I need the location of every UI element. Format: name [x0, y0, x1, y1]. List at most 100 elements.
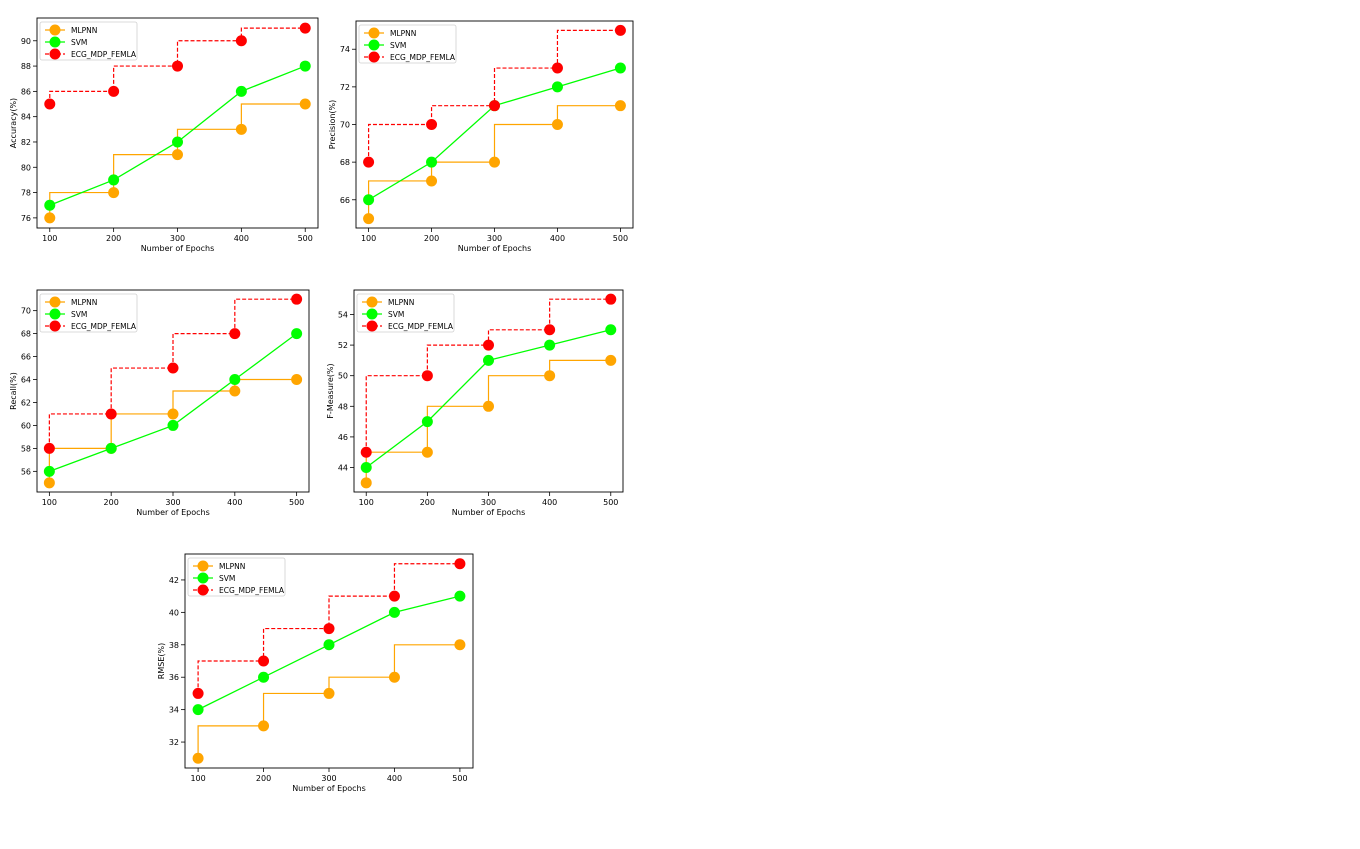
data-point — [614, 100, 626, 112]
legend-marker — [366, 296, 378, 308]
chart-rmse: 100 200 300 400 500 32 34 36 38 40 42 Number of Epo… — [157, 553, 474, 793]
data-point — [614, 24, 626, 36]
y-tick-label: 86 — [21, 87, 31, 96]
legend-label: ECG_MDP_FEMLA — [219, 586, 285, 595]
series-line — [365, 359, 611, 483]
y-tick-label: 70 — [340, 121, 350, 130]
y-axis-label: Recall(%) — [9, 372, 18, 410]
legend-marker — [49, 48, 61, 60]
data-point — [363, 156, 375, 168]
data-point — [192, 704, 204, 716]
data-point — [235, 123, 247, 135]
data-point — [551, 62, 563, 74]
data-point — [454, 590, 466, 602]
y-tick-label: 34 — [169, 706, 179, 715]
data-point — [421, 416, 433, 428]
data-point — [44, 98, 56, 110]
plot-frame — [355, 20, 634, 229]
legend — [356, 293, 455, 333]
series-ecg-mdp-femla — [44, 22, 311, 110]
data-point — [291, 328, 303, 340]
data-point — [299, 98, 311, 110]
data-point — [544, 324, 556, 336]
y-tick-label: 60 — [21, 421, 31, 430]
data-point — [235, 85, 247, 97]
chart-recall: 100 200 300 400 500 56 58 60 62 64 66 68 70 Number of… — [9, 289, 310, 517]
data-point — [483, 354, 494, 366]
series-ecg-mdp-femla — [43, 293, 303, 454]
data-point — [44, 212, 56, 224]
y-tick-label: 56 — [21, 467, 31, 476]
data-point — [235, 35, 247, 47]
y-tick-label: 48 — [338, 402, 348, 411]
chart-accuracy: 100 200 300 400 500 76 78 80 82 84 86 88 90 Number of… — [9, 17, 319, 253]
data-point — [360, 446, 372, 458]
plot-frame — [36, 17, 319, 229]
data-point — [167, 419, 179, 431]
data-point — [172, 149, 183, 161]
legend-label: ECG_MDP_FEMLA — [390, 53, 456, 62]
data-point — [454, 639, 466, 651]
data-point — [454, 558, 466, 570]
data-point — [363, 194, 375, 206]
plot-frame — [353, 289, 624, 493]
series-mlpnn — [360, 354, 617, 489]
series-line — [48, 298, 297, 449]
series-ecg-mdp-femla — [360, 293, 617, 458]
x-tick-label: 400 — [227, 498, 242, 507]
legend — [39, 21, 138, 61]
data-point — [421, 370, 433, 382]
data-point — [483, 339, 494, 351]
data-point — [544, 339, 556, 351]
x-tick-label: 500 — [298, 234, 313, 243]
y-tick-label: 90 — [21, 37, 31, 46]
chart-precision: 100 200 300 400 500 66 68 70 72 74 Number of Epoch… — [328, 20, 634, 253]
legend-label: MLPNN — [219, 562, 245, 571]
data-point — [544, 370, 556, 382]
y-tick-label: 62 — [21, 398, 31, 407]
data-point — [105, 408, 117, 420]
legend-label: SVM — [219, 574, 235, 583]
data-point — [192, 687, 204, 699]
series-svm — [44, 60, 311, 211]
y-tick-label: 38 — [169, 641, 179, 650]
x-tick-label: 100 — [42, 498, 57, 507]
data-point — [299, 22, 311, 34]
data-point — [43, 465, 55, 477]
x-tick-label: 300 — [481, 498, 496, 507]
y-tick-label: 82 — [21, 138, 31, 147]
y-tick-label: 80 — [21, 163, 31, 172]
x-axis-label: Number of Epochs — [458, 244, 532, 253]
chart-f-measure: 100 200 300 400 500 44 46 48 50 52 54 Number of Epo… — [326, 289, 624, 517]
y-tick-label: 76 — [21, 214, 31, 223]
x-tick-label: 400 — [542, 498, 557, 507]
data-point — [605, 324, 617, 336]
x-tick-label: 300 — [170, 234, 185, 243]
y-tick-label: 70 — [21, 307, 31, 316]
data-point — [605, 354, 617, 366]
x-axis-label: Number of Epochs — [292, 784, 366, 793]
legend-label: MLPNN — [71, 298, 97, 307]
data-point — [388, 606, 400, 618]
data-point — [483, 400, 494, 412]
y-tick-label: 46 — [338, 433, 348, 442]
y-tick-label: 68 — [21, 330, 31, 339]
data-point — [43, 442, 55, 454]
legend-marker — [368, 51, 380, 63]
data-point — [229, 374, 241, 386]
y-tick-label: 50 — [338, 372, 348, 381]
legend — [187, 557, 286, 597]
data-point — [108, 187, 120, 199]
data-point — [299, 60, 311, 72]
data-point — [167, 362, 179, 374]
data-point — [426, 175, 438, 187]
y-tick-label: 42 — [169, 576, 179, 585]
data-point — [388, 671, 400, 683]
x-tick-label: 400 — [387, 774, 402, 783]
data-point — [551, 81, 563, 93]
x-tick-label: 200 — [420, 498, 435, 507]
y-axis-label: F-Measure(%) — [326, 363, 335, 418]
x-tick-label: 500 — [289, 498, 304, 507]
data-point — [258, 671, 270, 683]
